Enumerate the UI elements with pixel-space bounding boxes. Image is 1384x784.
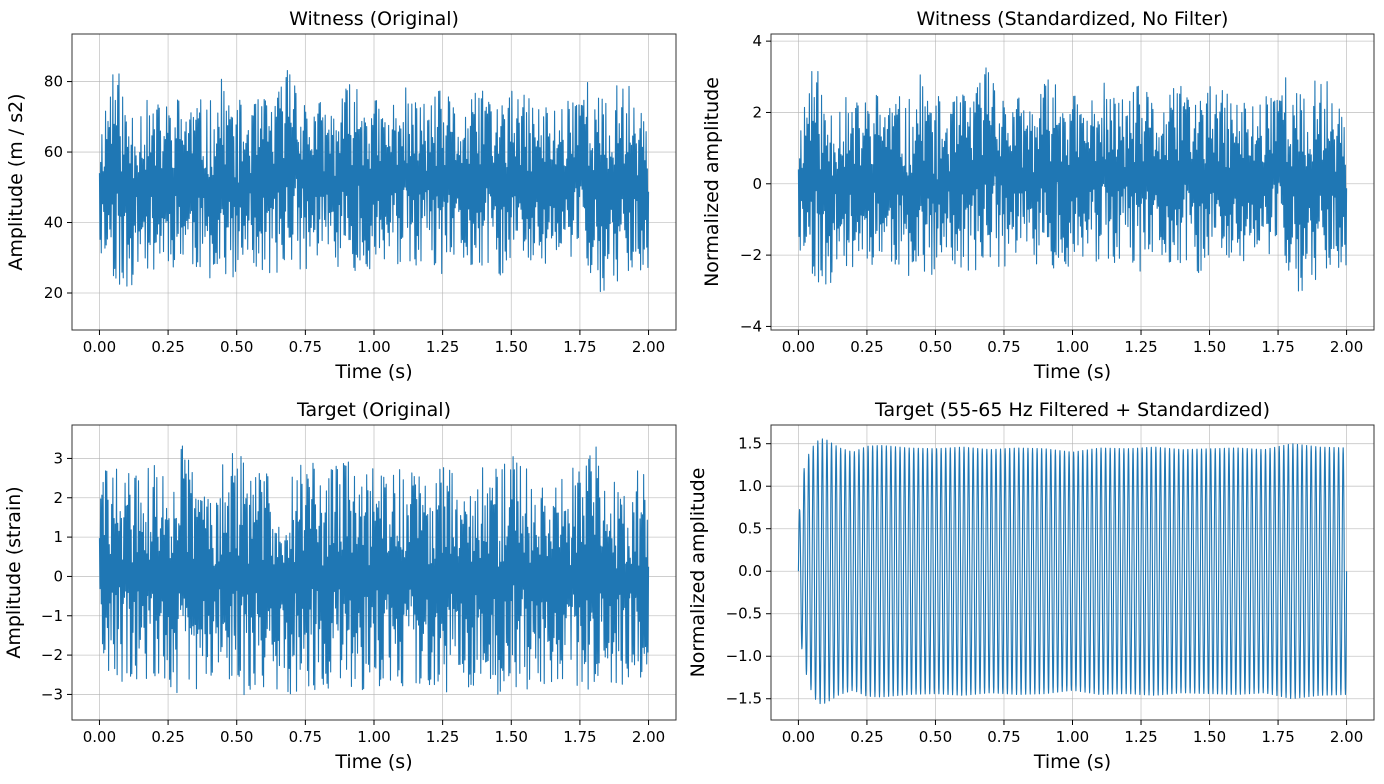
x-tick-label: 1.25 [426, 728, 459, 746]
y-tick-label: 0.5 [738, 520, 762, 538]
y-tick-label: 0 [752, 175, 762, 193]
x-tick-label: 1.50 [495, 728, 528, 746]
x-tick-label: 1.75 [563, 728, 596, 746]
chart-panel-witness-original: 0.00 0.25 0.50 0.75 1.00 1.25 1.50 1.75 2.00 20 40… [5, 8, 677, 383]
y-tick-label: 1 [53, 528, 63, 546]
x-tick-label: 1.25 [426, 338, 459, 356]
series-line [797, 67, 1348, 292]
x-tick-label: 0.25 [850, 338, 883, 356]
y-axis-label: Amplitude (m / s2) [5, 93, 27, 270]
y-axis-label: Amplitude (strain) [3, 486, 25, 658]
x-tick-label: 1.00 [1056, 728, 1089, 746]
x-tick-label: 2.00 [1330, 338, 1363, 356]
x-axis-label: Time (s) [1033, 361, 1111, 383]
y-tick-label: 1.5 [738, 435, 762, 453]
y-tick-label: −1.5 [726, 690, 762, 708]
x-tick-label: 2.00 [632, 728, 665, 746]
y-axis-label: Normalized amplitude [701, 77, 723, 287]
chart-title: Target (55-65 Hz Filtered + Standardized… [874, 399, 1270, 421]
x-tick-label: 0.75 [289, 338, 322, 356]
x-tick-label: 0.50 [919, 338, 952, 356]
series-line [98, 70, 650, 293]
x-tick-label: 1.50 [1193, 728, 1226, 746]
series-line [98, 445, 650, 696]
x-tick-label: 0.75 [289, 728, 322, 746]
y-tick-label: 60 [44, 143, 63, 161]
x-tick-label: 1.00 [357, 728, 390, 746]
x-tick-label: 1.00 [357, 338, 390, 356]
x-tick-label: 1.25 [1124, 728, 1157, 746]
y-tick-label: 2 [53, 489, 63, 507]
x-tick-label: 0.25 [151, 728, 184, 746]
x-tick-label: 0.50 [919, 728, 952, 746]
x-tick-label: 0.50 [220, 338, 253, 356]
x-tick-label: 2.00 [1330, 728, 1363, 746]
y-tick-label: −4 [740, 317, 762, 335]
x-tick-label: 0.75 [987, 338, 1020, 356]
x-tick-label: 0.25 [850, 728, 883, 746]
y-tick-label: −3 [41, 685, 63, 703]
x-tick-label: 1.00 [1056, 338, 1089, 356]
x-tick-label: 0.50 [220, 728, 253, 746]
y-tick-label: 40 [44, 214, 63, 232]
chart-panel-target-filtered: 0.00 0.25 0.50 0.75 1.00 1.25 1.50 1.75 2.00 −1.5… [687, 399, 1375, 773]
y-tick-label: −1.0 [726, 647, 762, 665]
y-tick-label: 4 [752, 32, 762, 50]
x-tick-label: 1.75 [1261, 728, 1294, 746]
x-tick-label: 0.00 [83, 338, 116, 356]
chart-title: Witness (Standardized, No Filter) [917, 8, 1229, 30]
y-tick-label: −0.5 [726, 605, 762, 623]
x-tick-label: 2.00 [632, 338, 665, 356]
y-tick-label: 20 [44, 284, 63, 302]
x-axis-label: Time (s) [334, 751, 412, 773]
x-tick-label: 1.50 [1193, 338, 1226, 356]
y-tick-label: 2 [752, 103, 762, 121]
y-axis-label: Normalized amplitude [687, 468, 709, 678]
x-tick-label: 0.00 [782, 728, 815, 746]
y-tick-label: 0.0 [738, 562, 762, 580]
x-tick-label: 1.25 [1124, 338, 1157, 356]
chart-title: Target (Original) [296, 399, 451, 421]
x-tick-label: 0.00 [83, 728, 116, 746]
y-tick-label: −2 [740, 246, 762, 264]
y-tick-label: −1 [41, 607, 63, 625]
chart-panel-witness-standardized: 0.00 0.25 0.50 0.75 1.00 1.25 1.50 1.75 2.00 −4 −2… [701, 8, 1375, 383]
y-tick-label: −2 [41, 646, 63, 664]
y-tick-label: 80 [44, 73, 63, 91]
chart-title: Witness (Original) [289, 8, 459, 30]
y-tick-label: 0 [53, 567, 63, 585]
x-tick-label: 0.00 [782, 338, 815, 356]
x-tick-label: 1.50 [495, 338, 528, 356]
chart-panel-target-original: 0.00 0.25 0.50 0.75 1.00 1.25 1.50 1.75 2.00 −3 −2… [3, 399, 677, 773]
series-line [797, 438, 1348, 705]
y-tick-label: 3 [53, 449, 63, 467]
y-tick-label: 1.0 [738, 477, 762, 495]
x-tick-label: 0.75 [987, 728, 1020, 746]
x-tick-label: 1.75 [1261, 338, 1294, 356]
x-axis-label: Time (s) [334, 361, 412, 383]
x-axis-label: Time (s) [1033, 751, 1111, 773]
x-tick-label: 0.25 [151, 338, 184, 356]
x-tick-label: 1.75 [563, 338, 596, 356]
